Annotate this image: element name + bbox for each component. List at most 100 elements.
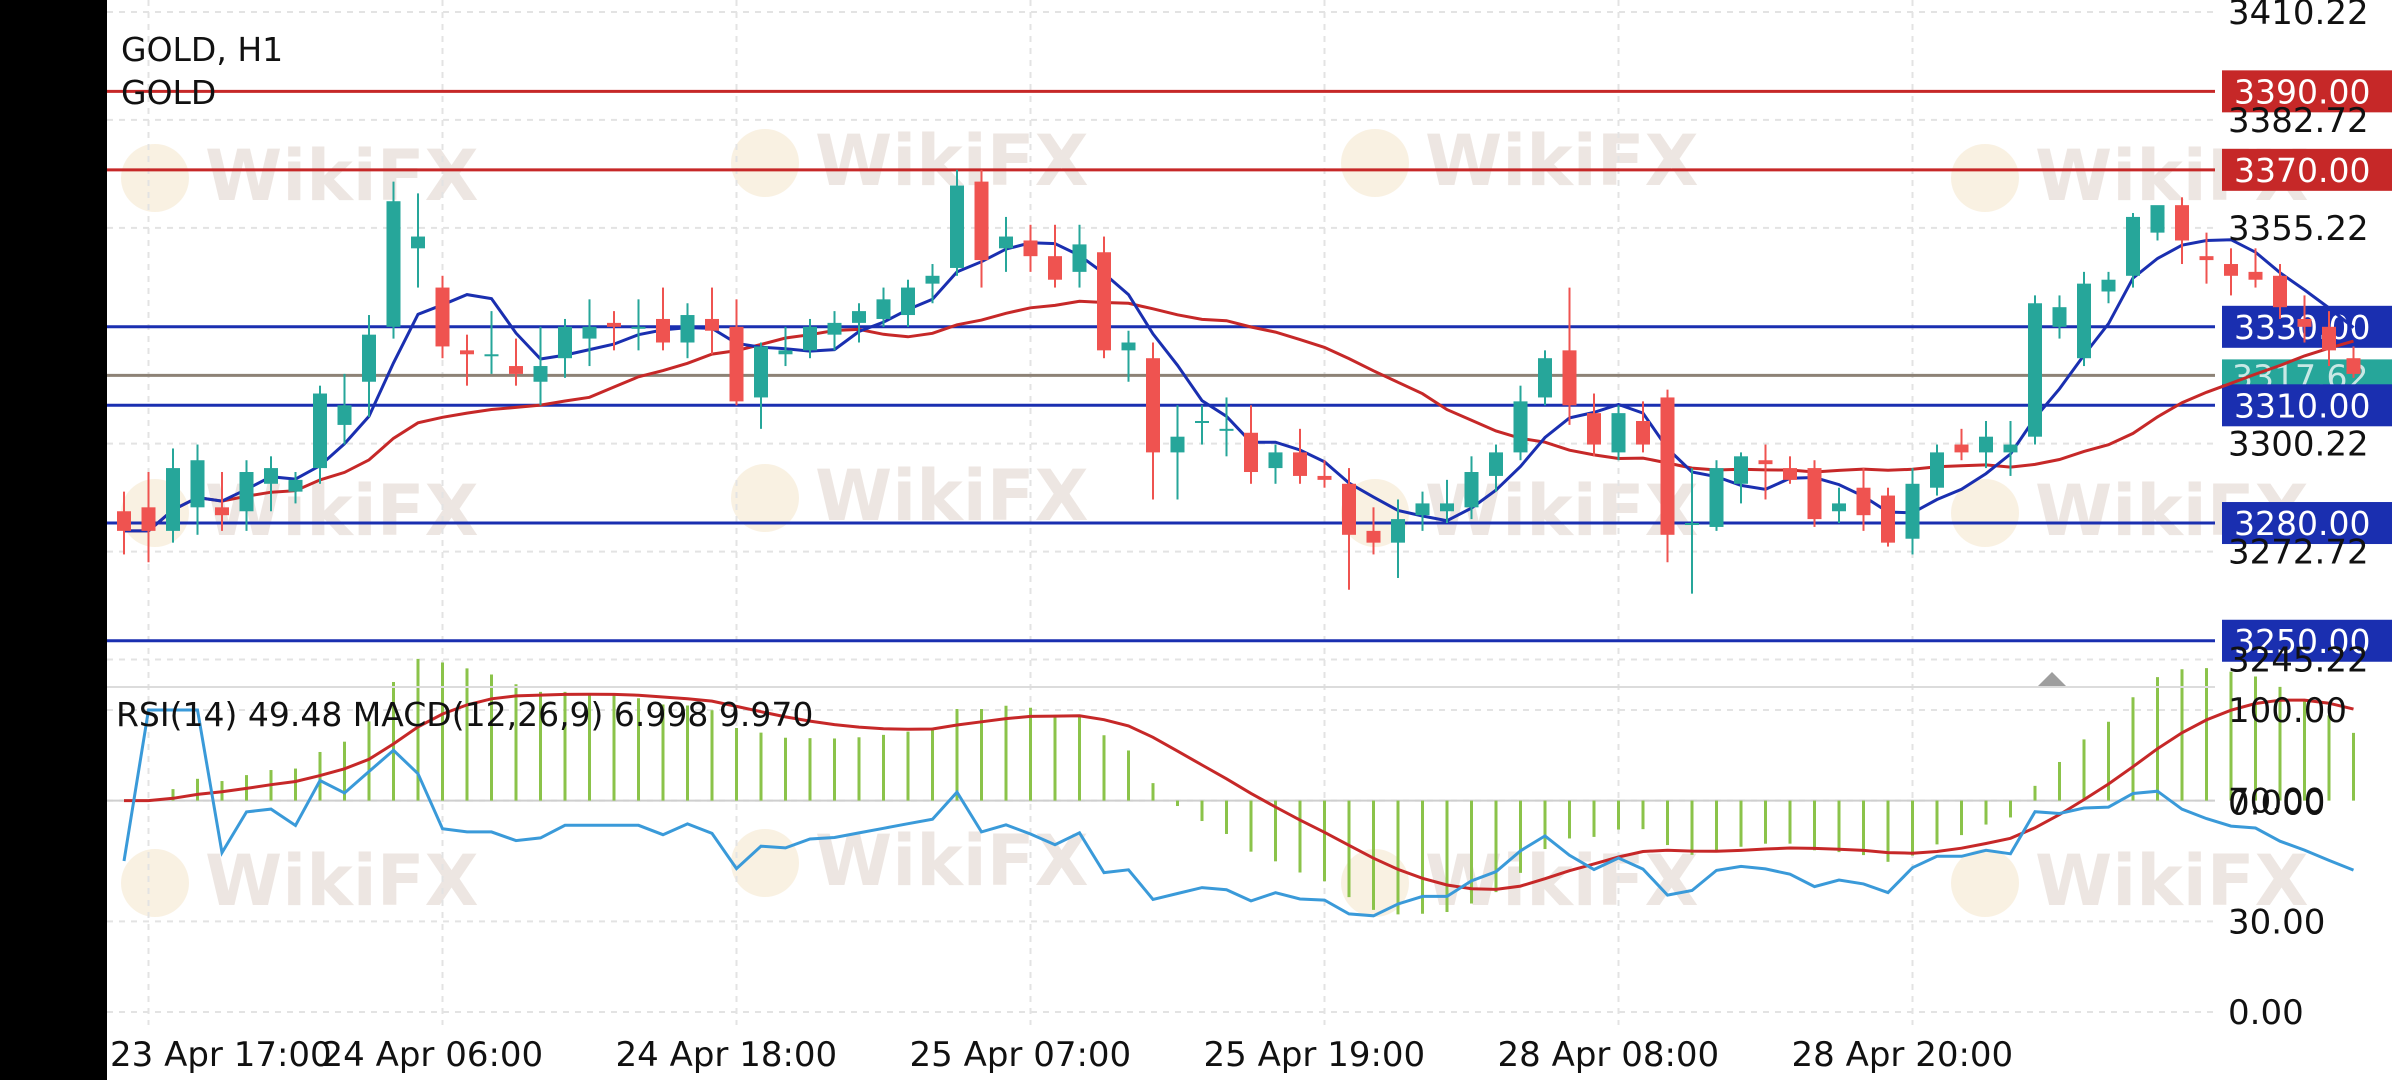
candle[interactable] — [509, 338, 523, 386]
candle[interactable] — [1979, 420, 1993, 469]
candle[interactable] — [705, 287, 719, 355]
candle[interactable] — [1905, 468, 1920, 555]
candle[interactable] — [876, 287, 891, 327]
candle[interactable] — [2101, 271, 2116, 304]
candle[interactable] — [337, 373, 352, 445]
candle[interactable] — [313, 385, 327, 484]
candle[interactable] — [1513, 385, 1528, 461]
candle[interactable] — [2077, 271, 2091, 367]
candle[interactable] — [999, 216, 1013, 272]
candle[interactable] — [1391, 499, 1405, 578]
candle[interactable] — [1048, 224, 1062, 288]
candle[interactable] — [190, 444, 205, 535]
candle[interactable] — [925, 264, 940, 304]
candle[interactable] — [362, 315, 376, 418]
candle[interactable] — [778, 326, 793, 367]
candle[interactable] — [2126, 213, 2140, 288]
candle[interactable] — [1685, 468, 1699, 594]
candle[interactable] — [2028, 295, 2042, 445]
candle[interactable] — [1268, 444, 1283, 484]
candle[interactable] — [1023, 224, 1038, 272]
candle[interactable] — [1611, 405, 1626, 461]
candle[interactable] — [1146, 342, 1160, 500]
candle[interactable] — [1660, 389, 1675, 563]
candle[interactable] — [1342, 468, 1356, 590]
candle[interactable] — [1072, 224, 1087, 288]
indicator-panel[interactable] — [107, 658, 2355, 918]
candle[interactable] — [631, 299, 646, 351]
candle[interactable] — [827, 311, 842, 351]
candle[interactable] — [2175, 197, 2189, 265]
candle[interactable] — [386, 181, 401, 339]
candle[interactable] — [950, 169, 964, 276]
candle[interactable] — [264, 456, 278, 512]
level-tag-3250.00[interactable] — [2222, 619, 2392, 662]
candle[interactable] — [1293, 428, 1307, 484]
candle[interactable] — [2224, 248, 2238, 296]
candle[interactable] — [1097, 236, 1111, 359]
candle[interactable] — [117, 491, 131, 555]
candle[interactable] — [1881, 487, 1895, 547]
candle[interactable] — [1244, 405, 1258, 484]
candle[interactable] — [852, 303, 866, 343]
candle[interactable] — [460, 334, 474, 386]
candle[interactable] — [239, 460, 254, 531]
candle[interactable] — [2273, 264, 2287, 319]
candle[interactable] — [1195, 405, 1209, 445]
candle[interactable] — [1954, 428, 1969, 461]
candle[interactable] — [803, 318, 817, 359]
candle[interactable] — [558, 318, 572, 378]
candle[interactable] — [901, 279, 915, 327]
candle[interactable] — [2346, 346, 2361, 378]
candle[interactable] — [411, 193, 425, 288]
candle[interactable] — [1464, 456, 1479, 520]
candle[interactable] — [2003, 420, 2018, 476]
candle[interactable] — [533, 326, 548, 406]
candle[interactable] — [1783, 456, 1797, 484]
candle[interactable] — [1734, 452, 1748, 504]
candle[interactable] — [1807, 460, 1822, 527]
candle[interactable] — [1636, 401, 1650, 453]
candle[interactable] — [1317, 460, 1332, 488]
candle[interactable] — [1440, 479, 1454, 524]
candle[interactable] — [166, 448, 180, 543]
candle[interactable] — [2052, 295, 2067, 339]
panel-resize-arrow-icon[interactable] — [2038, 672, 2066, 686]
candle[interactable] — [288, 472, 303, 504]
candle[interactable] — [2199, 232, 2214, 284]
candle[interactable] — [2150, 205, 2165, 241]
candle[interactable] — [2248, 248, 2263, 288]
candle[interactable] — [1709, 460, 1724, 531]
candle[interactable] — [1219, 397, 1234, 457]
candle[interactable] — [582, 299, 597, 367]
level-tag-3390.00[interactable] — [2222, 70, 2392, 113]
candle[interactable] — [484, 311, 499, 374]
candle[interactable] — [1538, 350, 1552, 406]
candle[interactable] — [1856, 468, 1871, 531]
candle[interactable] — [729, 299, 744, 406]
level-lines[interactable]: 3317.6233.263390.003370.003330.003310.00… — [107, 70, 2392, 662]
level-tag-3370.00[interactable] — [2222, 148, 2392, 191]
candle[interactable] — [1832, 487, 1846, 524]
candle[interactable] — [1415, 491, 1430, 531]
candle[interactable] — [1489, 444, 1503, 492]
level-tag-3280.00[interactable] — [2222, 502, 2392, 545]
candle[interactable] — [974, 169, 989, 288]
candle[interactable] — [1170, 405, 1185, 500]
candle[interactable] — [435, 275, 450, 359]
candle[interactable] — [754, 342, 768, 429]
candles[interactable] — [117, 169, 2361, 594]
candle[interactable] — [2297, 295, 2312, 343]
candle[interactable] — [656, 287, 670, 351]
candle[interactable] — [1121, 330, 1136, 382]
candle[interactable] — [607, 311, 621, 351]
level-tag-3310.00[interactable] — [2222, 384, 2392, 427]
candle[interactable] — [1930, 444, 1944, 496]
candle[interactable] — [1758, 444, 1773, 500]
candle[interactable] — [1587, 393, 1601, 457]
candle[interactable] — [2322, 311, 2336, 367]
candle[interactable] — [680, 303, 695, 359]
candle[interactable] — [141, 472, 156, 563]
price-axis[interactable]: 3410.22 3382.72 3355.22 3300.22 3272.72 3245.… — [2228, 0, 2369, 1033]
